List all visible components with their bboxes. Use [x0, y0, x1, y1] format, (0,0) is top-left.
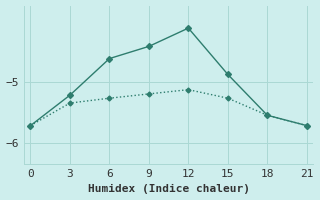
X-axis label: Humidex (Indice chaleur): Humidex (Indice chaleur)	[88, 184, 250, 194]
